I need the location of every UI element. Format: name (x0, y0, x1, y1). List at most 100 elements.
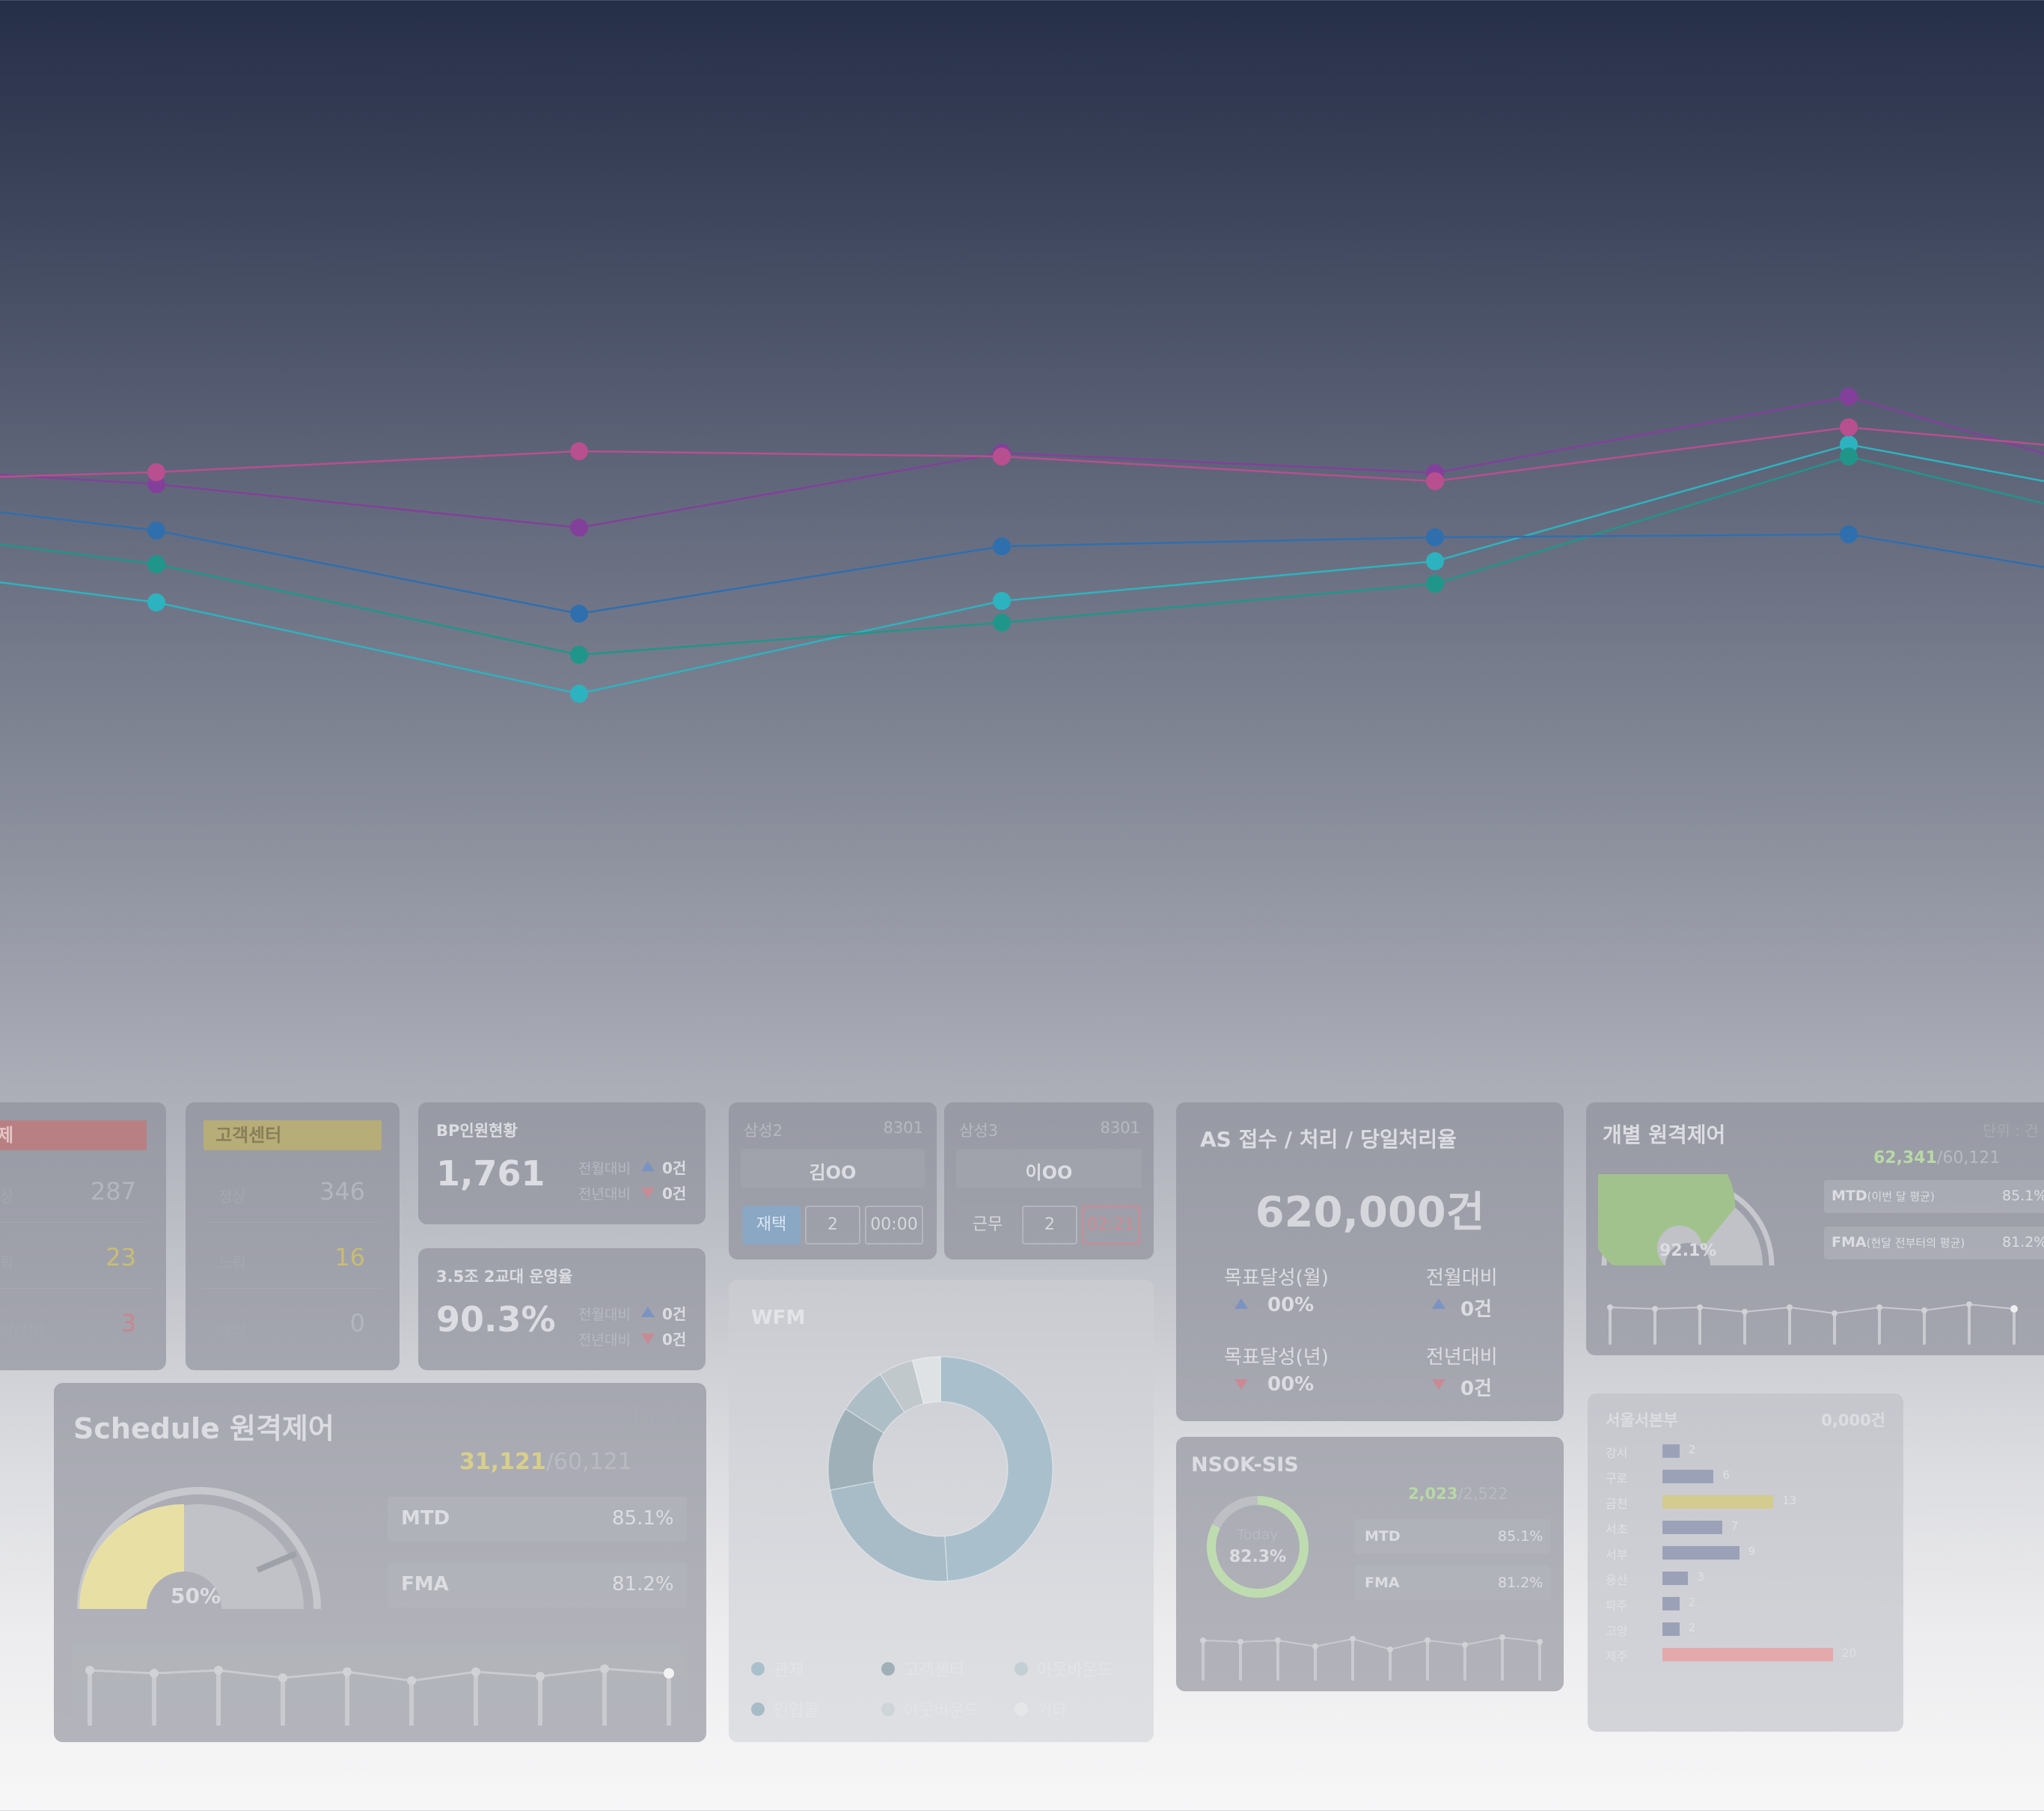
down-arrow-icon (641, 1188, 655, 1198)
agent-count: 2 (805, 1206, 860, 1245)
status-label-normal: 정상 (218, 1188, 246, 1206)
nsok-fma-row (1354, 1566, 1550, 1600)
status-card-customer-center: 고객센터 정상 346 느림 16 에러 0 (186, 1102, 400, 1370)
schedule-count: 31,121/60,121 (459, 1449, 632, 1475)
individual-gauge-label: 92.1% (1659, 1242, 1717, 1260)
as-goal-month-value: 00% (1267, 1294, 1315, 1316)
trend-data-point (1426, 575, 1444, 593)
agent-site: 삼성3 (959, 1122, 999, 1140)
individual-mtd-value: 85.1% (2002, 1188, 2044, 1204)
seoul-row-label: 용산 (1606, 1573, 1628, 1587)
seoul-row-bar (1662, 1648, 1833, 1661)
down-arrow-icon (1432, 1379, 1445, 1390)
trend-data-point (1840, 448, 1858, 465)
nsok-mtd-label: MTD (1365, 1528, 1401, 1545)
as-goal-year-value: 00% (1267, 1373, 1315, 1396)
trend-data-point (993, 592, 1011, 610)
schedule-fma-label: FMA (401, 1573, 449, 1595)
status-label-normal: 상 (0, 1188, 14, 1206)
as-mom-label: 전월대비 (1426, 1267, 1498, 1289)
individual-fma-row (1824, 1227, 2044, 1259)
status-header: 고객센터 (204, 1120, 382, 1150)
wfm-legend-label: 아웃바운드 (1037, 1661, 1113, 1680)
seoul-row-bar (1662, 1521, 1722, 1534)
wfm-legend-item: 고객센터 (881, 1657, 964, 1681)
agent-site: 삼성2 (744, 1122, 783, 1140)
legend-dot-icon (751, 1702, 765, 1716)
agent-card-2: 삼성3 8301 이OO 근무 2 02:21 (944, 1102, 1154, 1259)
schedule-title: Schedule 원격제어 (73, 1412, 334, 1445)
individual-mtd-note: (이번 달 평균) (1867, 1190, 1935, 1203)
individual-mtd-label: MTD (1832, 1188, 1867, 1204)
trend-data-point (1840, 388, 1858, 406)
individual-count: 62,341/60,121 (1873, 1149, 2000, 1167)
individual-fma-note: (현달 전부터의 평균) (1866, 1236, 1965, 1250)
wfm-donut-slice (911, 1356, 941, 1405)
individual-fma: FMA(현달 전부터의 평균) (1832, 1234, 1965, 1250)
wfm-legend-item: 관제 (751, 1657, 804, 1681)
seoul-row-label: 구로 (1606, 1471, 1628, 1485)
individual-mtd: MTD(이번 달 평균) (1832, 1188, 1935, 1204)
nsok-count-total: /2,522 (1457, 1485, 1508, 1503)
status-header: 제 (0, 1120, 147, 1150)
trend-series-line (0, 443, 2044, 695)
seoul-row-bar (1662, 1444, 1680, 1458)
status-value-error: 3 (120, 1309, 136, 1337)
schedule-fma-value: 81.2% (612, 1573, 674, 1595)
down-arrow-icon (1234, 1379, 1248, 1390)
bp-title: BP인원현황 (436, 1122, 518, 1140)
status-label-slow: 림 (0, 1253, 14, 1271)
legend-dot-icon (751, 1662, 765, 1676)
up-arrow-icon (641, 1161, 655, 1171)
status-label-error: 러(1h) (0, 1321, 45, 1339)
trend-data-point (570, 685, 588, 703)
trend-data-point (1426, 528, 1444, 546)
nsok-title: NSOK-SIS (1191, 1453, 1299, 1476)
trend-data-point (570, 605, 588, 623)
ops-value: 90.3% (436, 1299, 556, 1340)
agent-time: 02:21 (1082, 1206, 1140, 1245)
wfm-donut-chart (827, 1356, 1053, 1582)
agent-card-1: 삼성2 8301 김OO 재택 2 00:00 (729, 1102, 937, 1259)
individual-fma-label: FMA (1832, 1234, 1867, 1250)
ops-yoy-value: 0건 (662, 1331, 687, 1349)
seoul-row-value: 13 (1782, 1494, 1797, 1507)
seoul-row-bar (1662, 1622, 1680, 1636)
status-value-slow: 16 (334, 1243, 365, 1271)
legend-dot-icon (1015, 1662, 1028, 1676)
status-card-control: 제 상 287 림 23 러(1h) 3 (0, 1102, 166, 1370)
agent-time: 00:00 (865, 1206, 923, 1245)
legend-dot-icon (881, 1702, 895, 1716)
seoul-row-value: 6 (1722, 1468, 1730, 1482)
seoul-row-value: 20 (1842, 1646, 1857, 1660)
wfm-legend-label: 인입콜 (774, 1702, 819, 1720)
ops-mom-label: 전월대비 (578, 1307, 631, 1323)
wfm-donut-slice (827, 1408, 885, 1491)
wfm-legend-label: 기타 (1037, 1702, 1068, 1720)
bp-yoy-label: 전년대비 (578, 1186, 631, 1203)
trend-data-point (1840, 525, 1858, 543)
nsok-count-highlight: 2,023 (1408, 1485, 1458, 1503)
individual-gauge (1598, 1174, 1775, 1266)
individual-mtd-row (1824, 1180, 2044, 1213)
trend-data-point (1426, 552, 1444, 570)
wfm-legend-item: 기타 (1015, 1697, 1067, 1721)
seoul-row-label: 제주 (1606, 1649, 1628, 1664)
bp-value: 1,761 (436, 1153, 545, 1194)
wfm-title: WFM (751, 1307, 806, 1329)
schedule-count-highlight: 31,121 (459, 1449, 546, 1475)
schedule-unit: 단위 : 건 (623, 1410, 685, 1429)
wfm-legend-item: 인입콜 (751, 1697, 819, 1721)
schedule-remote-control-card: Schedule 원격제어 단위 : 건 31,121/60,121 50% M… (54, 1383, 706, 1742)
wfm-legend-item: 아웃바운드 (881, 1697, 979, 1721)
seoul-total: 0,000건 (1821, 1411, 1885, 1429)
schedule-mtd-label: MTD (401, 1507, 450, 1530)
wfm-donut-slice (829, 1480, 949, 1582)
trend-series-line (0, 426, 2044, 483)
seoul-row-label: 고양 (1606, 1624, 1628, 1638)
bp-yoy-value: 0건 (662, 1185, 687, 1203)
seoul-row-bar (1662, 1495, 1774, 1509)
seoul-row-value: 3 (1697, 1570, 1704, 1584)
bp-mom-value: 0건 (662, 1159, 687, 1177)
status-label-slow: 느림 (218, 1253, 246, 1271)
